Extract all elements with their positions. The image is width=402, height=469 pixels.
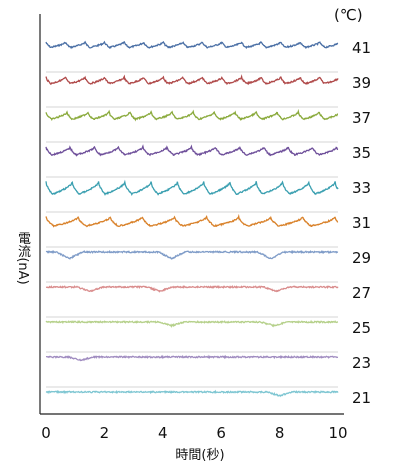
temperature-unit-label: (℃) xyxy=(334,6,363,24)
row-separators xyxy=(46,71,338,388)
x-tick-8: 8 xyxy=(275,424,285,442)
temperature-label-25: 25 xyxy=(352,319,371,337)
x-tick-10: 10 xyxy=(328,424,347,442)
trace-27c xyxy=(45,284,339,293)
trace-33c xyxy=(45,179,339,197)
x-tick-labels: 0 2 4 6 8 10 xyxy=(41,424,347,442)
chart-traces xyxy=(45,40,339,398)
trace-35c xyxy=(45,144,339,157)
x-tick-0: 0 xyxy=(41,424,51,442)
trace-39c xyxy=(45,74,339,86)
temperature-label-29: 29 xyxy=(352,249,371,267)
temperature-label-39: 39 xyxy=(352,74,371,92)
x-tick-4: 4 xyxy=(158,424,168,442)
trace-29c xyxy=(45,249,339,260)
trace-23c xyxy=(46,354,339,362)
x-tick-2: 2 xyxy=(100,424,110,442)
temperature-label-37: 37 xyxy=(352,109,371,127)
trace-41c xyxy=(45,40,339,50)
y-axis-label: 電流(nA) xyxy=(15,231,30,285)
chart-axes xyxy=(39,14,344,415)
trace-25c xyxy=(45,319,339,329)
temperature-label-33: 33 xyxy=(352,179,371,197)
temperature-label-27: 27 xyxy=(352,284,371,302)
trace-37c xyxy=(45,108,338,122)
temperature-label-21: 21 xyxy=(352,389,371,407)
temperature-label-41: 41 xyxy=(352,39,371,57)
series-labels: 41 39 37 35 33 31 29 27 25 23 21 xyxy=(352,39,371,407)
temperature-label-31: 31 xyxy=(352,214,371,232)
temperature-label-23: 23 xyxy=(352,354,371,372)
temperature-label-35: 35 xyxy=(352,144,371,162)
x-axis-label: 時間(秒) xyxy=(175,448,225,463)
trace-21c xyxy=(45,389,339,398)
x-tick-6: 6 xyxy=(216,424,226,442)
trace-31c xyxy=(45,213,339,228)
